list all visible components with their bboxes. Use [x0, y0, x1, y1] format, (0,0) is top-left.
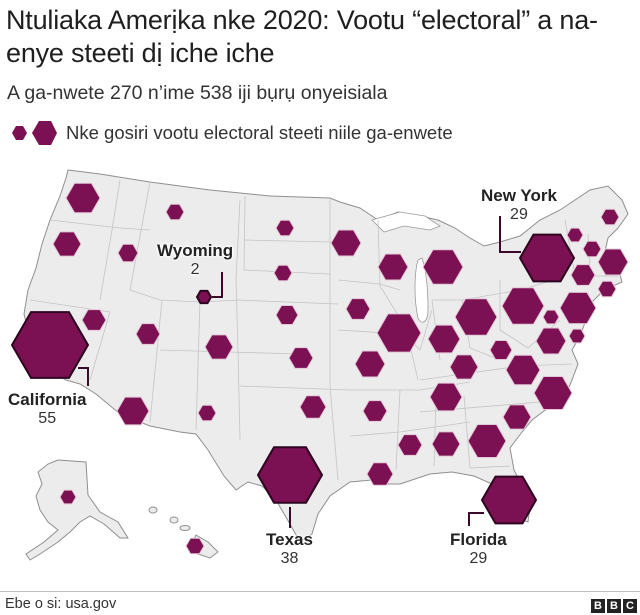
hexagon-de: [542, 309, 560, 325]
hexagon-va: [505, 354, 541, 386]
chart-subtitle: A ga-nwete 270 n’ime 538 iji bụrụ onyeis…: [7, 82, 388, 104]
callout-california: California 55: [8, 390, 86, 428]
hexagon-fl: [480, 475, 538, 525]
hexagon-wv: [489, 340, 513, 360]
source-credit: Ebe o si: usa.gov: [5, 596, 117, 612]
us-map: [10, 169, 629, 561]
hexagon-ct: [570, 264, 596, 286]
hexagon-ks: [288, 347, 314, 369]
hexagon-sc: [502, 404, 532, 430]
hexagon-wa: [65, 182, 101, 214]
hexagon-id: [117, 243, 139, 263]
bbc-logo: B B C: [591, 599, 637, 613]
hexagon-me: [600, 208, 620, 226]
footer-divider: [0, 591, 640, 592]
chart-title: Ntuliaka Amerịka nke 2020: Vootu “electo…: [6, 5, 598, 68]
bbc-logo-letter: B: [607, 599, 621, 613]
callout-wyoming-name: Wyoming: [157, 241, 234, 260]
callout-new-york-votes: 29: [510, 206, 528, 223]
hexagon-ma: [597, 248, 629, 276]
hexagon-al: [431, 431, 461, 457]
hexagon-az: [116, 396, 150, 426]
callout-florida-votes: 29: [469, 550, 488, 567]
hexagon-ny: [518, 233, 576, 283]
hexagon-ar: [362, 400, 388, 422]
callout-california-name: California: [8, 390, 87, 409]
hexagon-co: [204, 334, 234, 360]
callout-new-york: New York 29: [481, 186, 557, 224]
callout-wyoming-votes: 2: [190, 261, 200, 278]
hexagon-mt: [165, 203, 185, 221]
hexagon-nj: [559, 291, 597, 325]
hexagon-ia: [345, 298, 371, 320]
callout-texas: Texas 38: [266, 530, 313, 568]
hexagon-tx: [256, 446, 324, 504]
hexagon-hi: [185, 537, 205, 555]
hexagon-ne: [275, 305, 299, 325]
hexagon-ri: [597, 280, 617, 298]
callout-florida: Florida 29: [450, 530, 507, 568]
hexagon-ok: [299, 395, 327, 419]
hexagon-nm: [197, 404, 217, 422]
callout-leaders: [78, 216, 521, 528]
callout-florida-name: Florida: [450, 530, 507, 549]
callout-texas-name: Texas: [266, 530, 313, 549]
hexagon-nv: [81, 309, 107, 331]
hexagon-dc: [568, 328, 586, 344]
bbc-logo-letter: C: [623, 599, 637, 613]
callout-wyoming: Wyoming 2: [157, 241, 233, 279]
hexagon-vt: [566, 227, 584, 243]
hexagon-pa: [501, 287, 545, 325]
lake-michigan: [414, 257, 429, 323]
hexagon-mn: [330, 229, 362, 257]
hexagon-in: [427, 324, 461, 354]
callout-new-york-name: New York: [481, 186, 557, 205]
alaska-land: [25, 459, 129, 561]
hexagon-ak: [59, 489, 77, 505]
hexagon-sd: [273, 264, 293, 282]
legend-hexagon-icons: [12, 121, 57, 145]
hexagons: [10, 182, 629, 555]
hexagon-md: [535, 327, 567, 355]
legend: Nke gosiri vootu electoral steeti niile …: [6, 118, 453, 148]
hexagon-nh: [582, 240, 602, 258]
hexagon-tn: [429, 382, 463, 412]
hexagon-or: [52, 231, 82, 257]
hexagon-oh: [454, 298, 498, 336]
callout-california-votes: 55: [38, 410, 57, 427]
hexagon-il: [376, 313, 422, 353]
callout-texas-votes: 38: [280, 550, 299, 567]
hexagon-ky: [449, 354, 479, 380]
hexagon-mo: [354, 350, 386, 378]
hexagon-wy: [195, 289, 213, 305]
bbc-logo-letter: B: [591, 599, 605, 613]
hexagon-ca: [10, 311, 90, 379]
lake-superior: [371, 211, 441, 233]
hawaii-land: [148, 506, 219, 559]
hexagon-la: [366, 462, 394, 486]
hexagon-nd: [275, 219, 295, 237]
hexagon-nc: [533, 376, 573, 410]
hexagon-ut: [135, 323, 161, 345]
hexagon-wi: [377, 253, 409, 281]
hexagon-ms: [397, 434, 423, 456]
hexagon-ga: [467, 424, 507, 458]
hexagon-mi: [422, 249, 464, 285]
contiguous-us-land: [23, 169, 629, 543]
legend-label: Nke gosiri vootu electoral steeti niile …: [66, 122, 453, 143]
